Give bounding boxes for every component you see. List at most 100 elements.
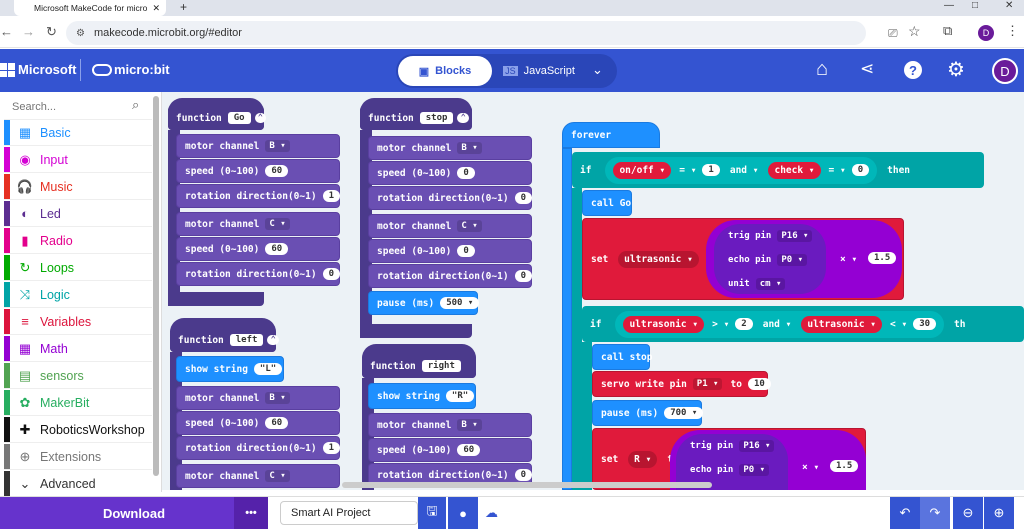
- pause-dropdown[interactable]: 700 ▾: [664, 407, 704, 419]
- maximize-icon[interactable]: □: [972, 0, 979, 11]
- echo-pin-dropdown[interactable]: P0 ▾: [739, 464, 770, 476]
- motor-channel-block[interactable]: motor channel C ▾: [368, 214, 532, 238]
- channel-dropdown[interactable]: B ▾: [457, 142, 482, 154]
- and-condition[interactable]: ultrasonic ▾ > ▾ 2 and ▾ ultrasonic ▾ < …: [615, 310, 945, 338]
- channel-dropdown[interactable]: C ▾: [265, 218, 290, 230]
- toolbox-category-led[interactable]: ◐ Led: [4, 201, 152, 227]
- toolbox-category-logic[interactable]: ⤨ Logic: [4, 282, 152, 308]
- trig-pin-dropdown[interactable]: P16 ▾: [739, 440, 775, 452]
- blocks-tab-button[interactable]: ▣ Blocks: [398, 56, 492, 86]
- rotation-value[interactable]: 0: [514, 270, 532, 282]
- and-operator[interactable]: and ▾: [729, 164, 759, 176]
- ultrasonic-sensor-block[interactable]: trig pin P16 ▾ echo pin P0 ▾: [676, 434, 788, 490]
- compare-value[interactable]: 0: [851, 164, 870, 176]
- servo-pin-dropdown[interactable]: P1 ▾: [692, 378, 723, 390]
- compare-value[interactable]: 2: [735, 318, 753, 330]
- more-options-button[interactable]: •••: [234, 497, 268, 529]
- motor-channel-block[interactable]: motor channel B ▾: [368, 136, 532, 160]
- check-variable[interactable]: check ▾: [768, 161, 821, 179]
- toolbox-category-music[interactable]: 🎧 Music: [4, 174, 152, 200]
- echo-pin-row[interactable]: echo pin P0 ▾: [728, 254, 808, 266]
- unit-dropdown[interactable]: cm ▾: [755, 278, 786, 290]
- toolbox-category-makerbit[interactable]: ✿ MakerBit: [4, 390, 152, 416]
- language-dropdown-chevron-icon[interactable]: ⌄: [592, 62, 603, 77]
- multiply-operator[interactable]: × ▾: [802, 462, 820, 473]
- blocks-workspace[interactable]: function Go ⌃ motor channel B ▾ speed (0~…: [162, 92, 1024, 490]
- motor-channel-block[interactable]: motor channel C ▾: [176, 464, 340, 488]
- eq-operator[interactable]: = ▾: [828, 164, 846, 176]
- speed-param[interactable]: speed (0~100) 60: [368, 438, 532, 462]
- motor-channel-block[interactable]: motor channel B ▾: [368, 413, 532, 437]
- multiplier-value[interactable]: 1.5: [830, 460, 859, 472]
- bookmark-star-icon[interactable]: ☆: [908, 23, 921, 39]
- speed-param[interactable]: speed (0~100) 0: [368, 161, 532, 185]
- show-string-block[interactable]: show string "L": [176, 356, 284, 382]
- rotation-value[interactable]: 1: [322, 442, 340, 454]
- reload-icon[interactable]: ↻: [46, 24, 57, 39]
- back-icon[interactable]: ←: [0, 24, 13, 39]
- speed-param[interactable]: speed (0~100) 60: [176, 237, 340, 261]
- speed-param[interactable]: speed (0~100) 60: [176, 411, 340, 435]
- close-window-icon[interactable]: ✕: [1005, 0, 1014, 11]
- function-right-label[interactable]: function right: [362, 354, 476, 378]
- eq-operator[interactable]: = ▾: [679, 164, 697, 176]
- rotation-value[interactable]: 0: [514, 469, 532, 481]
- trig-pin-row[interactable]: trig pin P16 ▾: [728, 230, 813, 242]
- servo-value[interactable]: 10: [747, 378, 771, 390]
- function-stop-label[interactable]: function stop ⌃: [360, 106, 472, 130]
- toolbox-category-sensors[interactable]: ▤ sensors: [4, 363, 152, 389]
- settings-gear-icon[interactable]: ⚙: [947, 59, 965, 81]
- speed-value[interactable]: 60: [457, 444, 481, 456]
- motor-channel-block[interactable]: motor channel B ▾: [176, 386, 340, 410]
- compare-value[interactable]: 1: [702, 164, 720, 176]
- toolbox-search[interactable]: ⌕: [4, 94, 152, 120]
- trig-pin-row[interactable]: trig pin P16 ▾: [690, 440, 775, 452]
- microbit-brand[interactable]: micro:bit: [114, 62, 170, 77]
- channel-dropdown[interactable]: C ▾: [457, 220, 482, 232]
- servo-write-block[interactable]: servo write pin P1 ▾ to 10: [592, 371, 771, 397]
- collapse-icon[interactable]: ⌃: [457, 113, 469, 123]
- toolbox-category-math[interactable]: ▦ Math: [4, 336, 152, 362]
- speed-param[interactable]: speed (0~100) 60: [176, 159, 340, 183]
- multiplier-value[interactable]: 1.5: [868, 252, 897, 264]
- browser-menu-icon[interactable]: ⋮: [1006, 23, 1019, 38]
- redo-button[interactable]: ↷: [920, 497, 950, 529]
- toolbox-category-basic[interactable]: ▦ Basic: [4, 120, 152, 146]
- toolbox-scrollbar[interactable]: [153, 96, 159, 476]
- fn-name-stop[interactable]: stop: [419, 112, 454, 124]
- save-button[interactable]: 🖫: [418, 497, 446, 529]
- speed-param[interactable]: speed (0~100) 0: [368, 239, 532, 263]
- onoff-variable[interactable]: on/off ▾: [613, 161, 672, 179]
- echo-pin-row[interactable]: echo pin P0 ▾: [690, 464, 770, 476]
- search-icon[interactable]: ⌕: [132, 97, 140, 112]
- show-string-block[interactable]: show string "R": [368, 383, 476, 409]
- forever-header[interactable]: forever: [562, 122, 660, 148]
- unit-row[interactable]: unit cm ▾: [728, 278, 786, 290]
- echo-pin-dropdown[interactable]: P0 ▾: [777, 254, 808, 266]
- speed-value[interactable]: 60: [265, 243, 289, 255]
- nested-if-block[interactable]: if ultrasonic ▾ > ▾ 2 and ▾ ultrasonic ▾…: [582, 306, 1024, 342]
- speed-value[interactable]: 60: [265, 165, 289, 177]
- lt-operator[interactable]: < ▾: [890, 318, 908, 330]
- tab-close-icon[interactable]: ✕: [152, 2, 160, 13]
- new-tab-icon[interactable]: +: [180, 0, 188, 14]
- rotation-param[interactable]: rotation direction(0~1) 0: [368, 264, 532, 288]
- string-value[interactable]: "R": [445, 390, 475, 402]
- ultrasonic-sensor-block[interactable]: trig pin P16 ▾ echo pin P0 ▾ unit cm ▾: [714, 224, 826, 294]
- toolbox-category-variables[interactable]: ≡ Variables: [4, 309, 152, 335]
- speed-value[interactable]: 60: [265, 417, 289, 429]
- channel-dropdown[interactable]: B ▾: [457, 419, 482, 431]
- motor-channel-block[interactable]: motor channel B ▾: [176, 134, 340, 158]
- collapse-icon[interactable]: ⌃: [267, 335, 279, 345]
- rotation-param[interactable]: rotation direction(0~1) 1: [176, 184, 340, 208]
- compare-value[interactable]: 30: [913, 318, 937, 330]
- and-condition[interactable]: on/off ▾ = ▾ 1 and ▾ check ▾ = ▾ 0: [605, 156, 878, 184]
- trig-pin-dropdown[interactable]: P16 ▾: [777, 230, 813, 242]
- github-button[interactable]: ●: [448, 497, 478, 529]
- toolbox-category-radio[interactable]: ▮ Radio: [4, 228, 152, 254]
- project-name-input[interactable]: Smart AI Project: [280, 501, 418, 525]
- pause-block[interactable]: pause (ms) 500 ▾: [368, 291, 480, 315]
- toolbox-search-input[interactable]: [12, 98, 122, 116]
- multiply-operator[interactable]: × ▾: [840, 254, 858, 265]
- string-value[interactable]: "L": [253, 363, 283, 375]
